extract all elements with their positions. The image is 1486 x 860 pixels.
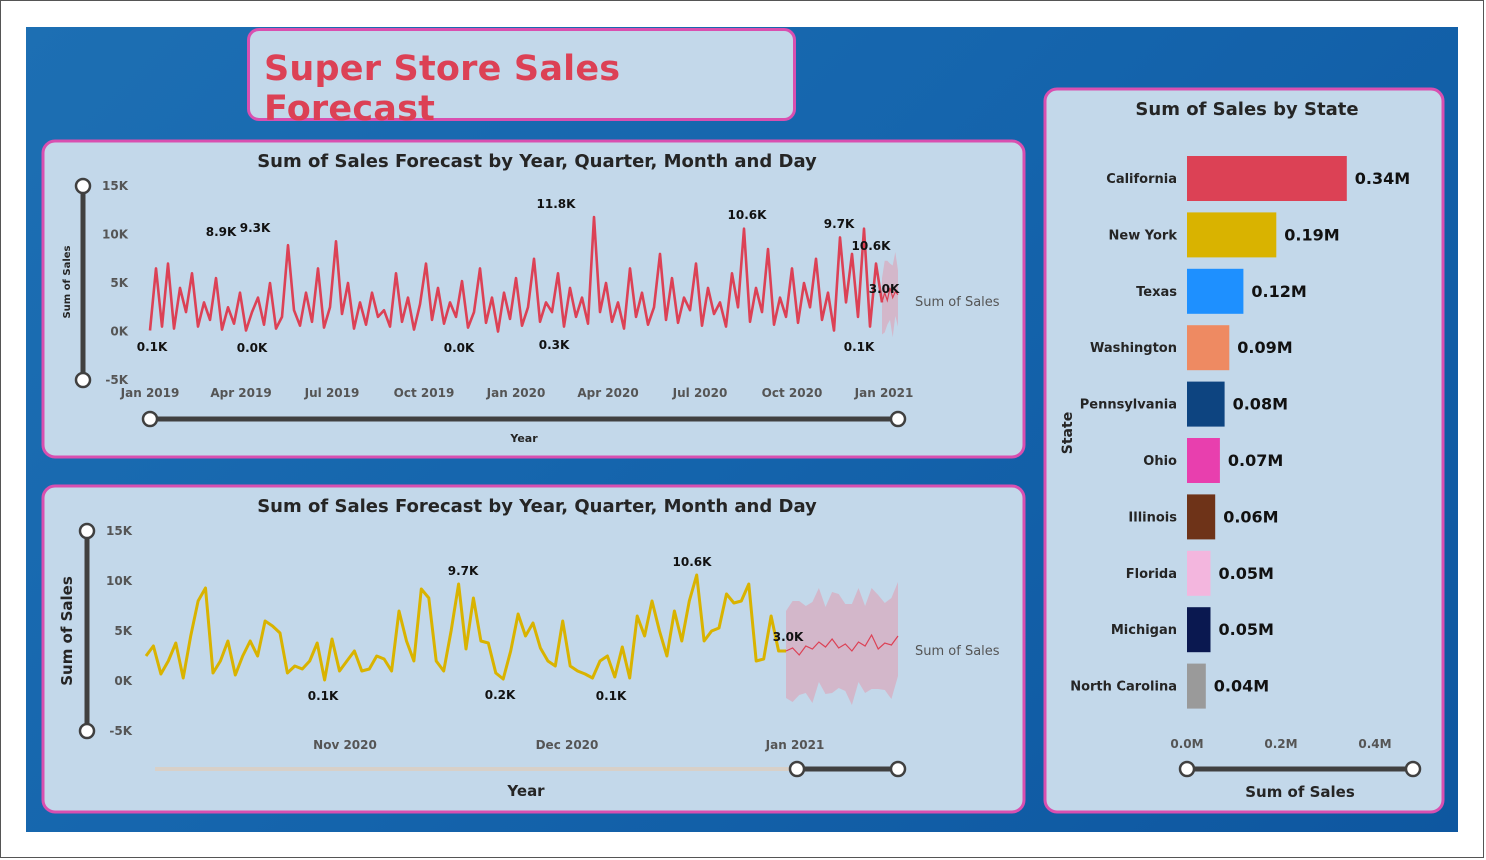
title-card: Super Store Sales Forecast [247, 28, 796, 129]
page-title: Super Store Sales Forecast [264, 49, 621, 129]
dashboard-canvas [26, 27, 1458, 832]
